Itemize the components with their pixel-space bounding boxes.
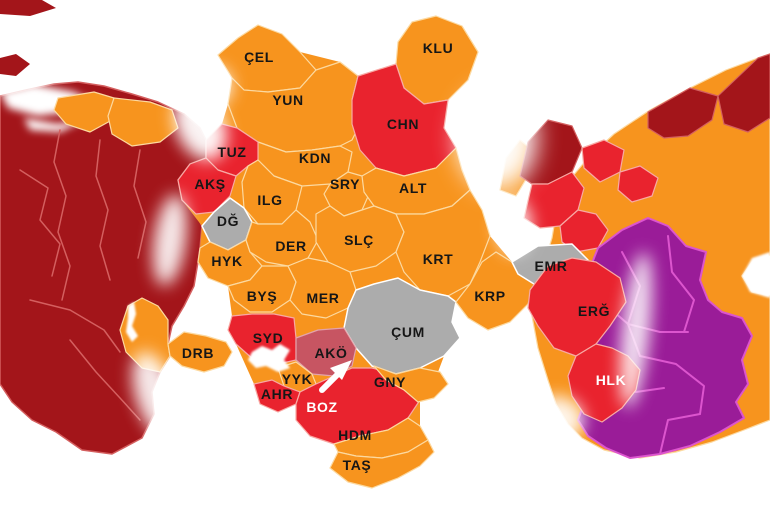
fade-1	[173, 91, 227, 161]
region-label-SRY: SRY	[330, 176, 360, 192]
region-label-KLU: KLU	[423, 40, 454, 56]
region-label-EMR: EMR	[535, 258, 568, 274]
west-border-1	[53, 129, 71, 301]
lake-syd	[248, 344, 290, 372]
region-label-AKŞ: AKŞ	[194, 176, 225, 192]
west-border-6	[69, 339, 141, 421]
region-label-ILG: ILG	[257, 192, 282, 208]
west-border-4	[19, 169, 61, 277]
region-GNY	[373, 365, 449, 403]
region-label-SYD: SYD	[253, 330, 284, 346]
east-darkred-2	[717, 53, 770, 133]
west-border-3	[133, 149, 147, 259]
region-label-KRP: KRP	[474, 288, 505, 304]
west-orange-1	[53, 91, 115, 133]
west-orange-2	[107, 97, 179, 147]
region-label-ERĞ: ERĞ	[578, 302, 610, 319]
east-darkred-1	[647, 87, 719, 139]
corner-wedge	[0, 0, 56, 16]
region-label-MER: MER	[307, 290, 340, 306]
lake-west	[126, 302, 138, 342]
lake-van	[742, 252, 770, 298]
region-label-AHR: AHR	[261, 386, 293, 402]
west-border-2	[95, 139, 111, 281]
region-label-KRT: KRT	[423, 251, 454, 267]
region-AKS	[177, 157, 237, 215]
region-CUM	[343, 277, 461, 375]
purple-border-6	[659, 413, 701, 455]
region-label-DER: DER	[275, 238, 306, 254]
region-KRT	[395, 189, 491, 297]
east-red-1	[523, 171, 585, 229]
fade-5	[496, 198, 532, 254]
west-border-5	[29, 299, 121, 353]
region-label-TAŞ: TAŞ	[343, 457, 372, 473]
fade-7	[528, 396, 584, 444]
region-label-TUZ: TUZ	[217, 144, 246, 160]
region-label-YUN: YUN	[272, 92, 303, 108]
region-label-DĞ: DĞ	[217, 212, 239, 229]
east-red-3	[559, 209, 609, 253]
region-label-DRB: DRB	[182, 345, 214, 361]
region-ERG	[527, 257, 627, 357]
fade-2	[152, 194, 188, 286]
region-label-ÇUM: ÇUM	[391, 324, 425, 340]
region-label-BOZ: BOZ	[306, 399, 337, 415]
purple-border-4	[639, 355, 705, 415]
region-label-CHN: CHN	[387, 116, 419, 132]
region-label-HYK: HYK	[211, 253, 242, 269]
region-label-SLÇ: SLÇ	[344, 232, 374, 248]
region-label-KDN: KDN	[299, 150, 331, 166]
fade-3	[132, 351, 180, 441]
region-label-BYŞ: BYŞ	[247, 288, 278, 304]
west-islet	[0, 54, 30, 76]
fade-8	[196, 66, 232, 106]
region-label-HLK: HLK	[596, 372, 627, 388]
purple-border-2	[667, 235, 695, 333]
fade-6	[619, 252, 653, 408]
region-DRB	[167, 331, 233, 373]
fade-4	[457, 86, 537, 190]
region-label-ALT: ALT	[399, 180, 427, 196]
region-label-ÇEL: ÇEL	[244, 49, 274, 65]
region-label-GNY: GNY	[374, 374, 406, 390]
region-label-AKÖ: AKÖ	[315, 345, 348, 361]
region-label-HDM: HDM	[338, 427, 372, 443]
east-red-4	[617, 165, 659, 203]
callout-arrow-head	[330, 360, 352, 380]
region-TAS	[329, 439, 435, 489]
region-DER	[245, 209, 319, 267]
region-label-YYK: YYK	[282, 371, 313, 387]
